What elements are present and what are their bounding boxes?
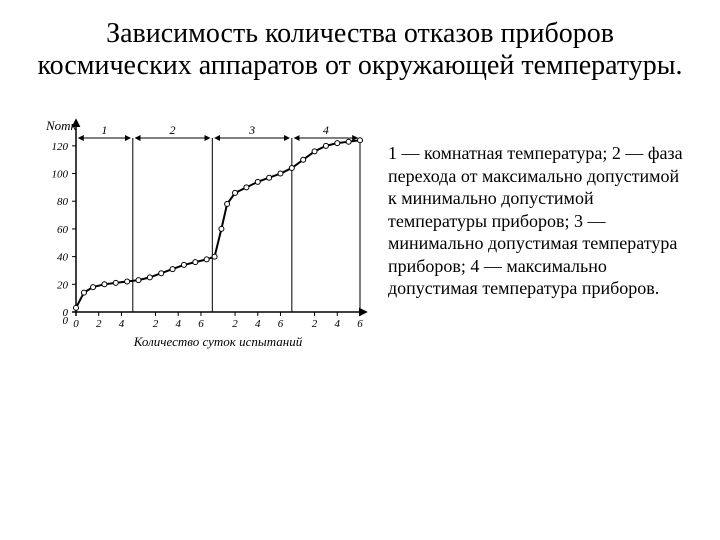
svg-text:6: 6 (357, 318, 363, 330)
svg-text:2: 2 (312, 318, 318, 330)
svg-text:4: 4 (175, 318, 181, 330)
svg-text:4: 4 (323, 123, 329, 137)
svg-text:Количество суток испытаний: Количество суток испытаний (133, 334, 303, 349)
svg-text:Nотк: Nотк (45, 118, 78, 133)
svg-text:2: 2 (232, 318, 238, 330)
svg-text:80: 80 (57, 197, 69, 209)
svg-text:3: 3 (248, 123, 255, 137)
chart-container: Nотк02040608010012001234024246246246Коли… (30, 112, 370, 362)
svg-text:6: 6 (198, 318, 204, 330)
svg-text:100: 100 (52, 169, 69, 181)
svg-text:2: 2 (153, 318, 159, 330)
svg-text:40: 40 (57, 252, 69, 264)
svg-text:0: 0 (63, 315, 69, 327)
svg-text:2: 2 (170, 123, 176, 137)
svg-text:4: 4 (119, 318, 125, 330)
legend-text: 1 — комнатная температура; 2 — фаза пере… (388, 112, 690, 300)
svg-text:60: 60 (57, 224, 69, 236)
svg-text:4: 4 (255, 318, 261, 330)
svg-text:4: 4 (335, 318, 341, 330)
svg-text:1: 1 (101, 123, 107, 137)
svg-text:120: 120 (52, 141, 69, 153)
failure-chart: Nотк02040608010012001234024246246246Коли… (30, 112, 370, 362)
page-title: Зависимость количества отказов приборов … (30, 18, 690, 82)
svg-text:2: 2 (96, 318, 102, 330)
content-row: Nотк02040608010012001234024246246246Коли… (30, 112, 690, 362)
svg-text:0: 0 (73, 318, 79, 330)
svg-text:6: 6 (278, 318, 284, 330)
svg-text:20: 20 (57, 280, 69, 292)
